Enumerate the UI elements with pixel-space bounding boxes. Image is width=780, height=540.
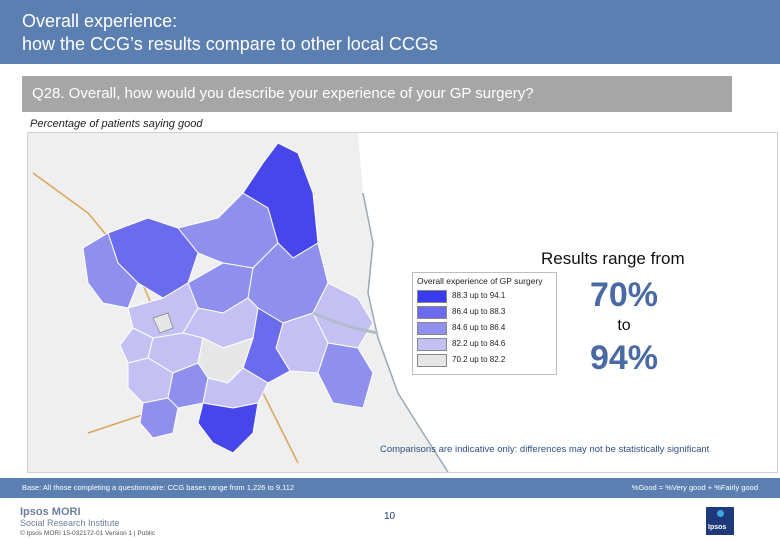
ccg-map: Overall experience of GP surgery 88.3 up… [27,132,778,473]
legend-swatch [417,306,447,319]
legend-label: 88.3 up to 94.1 [452,291,506,300]
ccg-region [242,142,319,259]
ccg-map-svg [28,133,777,472]
slide-header: Overall experience: how the CCG’s result… [0,0,780,64]
legend-swatch [417,290,447,303]
results-low-value: 70% [589,276,659,314]
sea-area [358,133,777,472]
ccg-region [82,232,139,309]
results-range-intro: Results range from [541,249,685,268]
footer-band: Base: All those completing a questionnai… [0,478,780,498]
results-to-word: to [617,317,631,334]
ipsos-mori-logo: Ipsos MORI [20,506,81,518]
slide-title-line1: Overall experience: [22,11,178,31]
estuary [312,311,379,335]
comparison-caveat: Comparisons are indicative only: differe… [380,444,710,455]
question-band: Q28. Overall, how would you describe you… [22,76,732,112]
legend-item: 82.2 up to 84.6 [417,337,552,351]
slide-title-line2: how the CCG’s results compare to other l… [22,34,438,54]
copyright-note: © Ipsos MORI 15-032172-01 Version 1 | Pu… [20,530,156,537]
results-high-value: 94% [589,339,659,377]
page-number: 10 [384,511,396,522]
coastline [362,192,449,472]
question-text: Q28. Overall, how would you describe you… [32,85,534,102]
legend-swatch [417,322,447,335]
legend-item: 84.6 up to 86.4 [417,321,552,335]
map-legend: Overall experience of GP surgery 88.3 up… [412,272,557,375]
social-research-institute-logo: Social Research Institute [20,518,120,528]
road-line [257,382,299,464]
legend-label: 84.6 up to 86.4 [452,323,506,332]
logo-dot-icon [717,510,724,517]
ccg-region [139,397,179,439]
ccg-region [152,312,174,334]
good-definition: %Good = %Very good + %Fairly good [631,483,758,492]
corner-logo-text: Ipsos [708,524,727,531]
legend-swatch [417,338,447,351]
ccg-region [317,342,374,409]
legend-item: 88.3 up to 94.1 [417,289,552,303]
ipsos-corner-logo: Ipsos [706,507,734,535]
chart-subtitle: Percentage of patients saying good [30,118,203,130]
legend-swatch [417,354,447,367]
legend-item: 86.4 up to 88.3 [417,305,552,319]
legend-title: Overall experience of GP surgery [417,276,543,286]
legend-label: 86.4 up to 88.3 [452,307,506,316]
legend-label: 70.2 up to 82.2 [452,355,506,364]
legend-label: 82.2 up to 84.6 [452,339,506,348]
legend-item: 70.2 up to 82.2 [417,353,552,367]
base-note: Base: All those completing a questionnai… [22,483,295,492]
ccg-region [197,402,259,454]
